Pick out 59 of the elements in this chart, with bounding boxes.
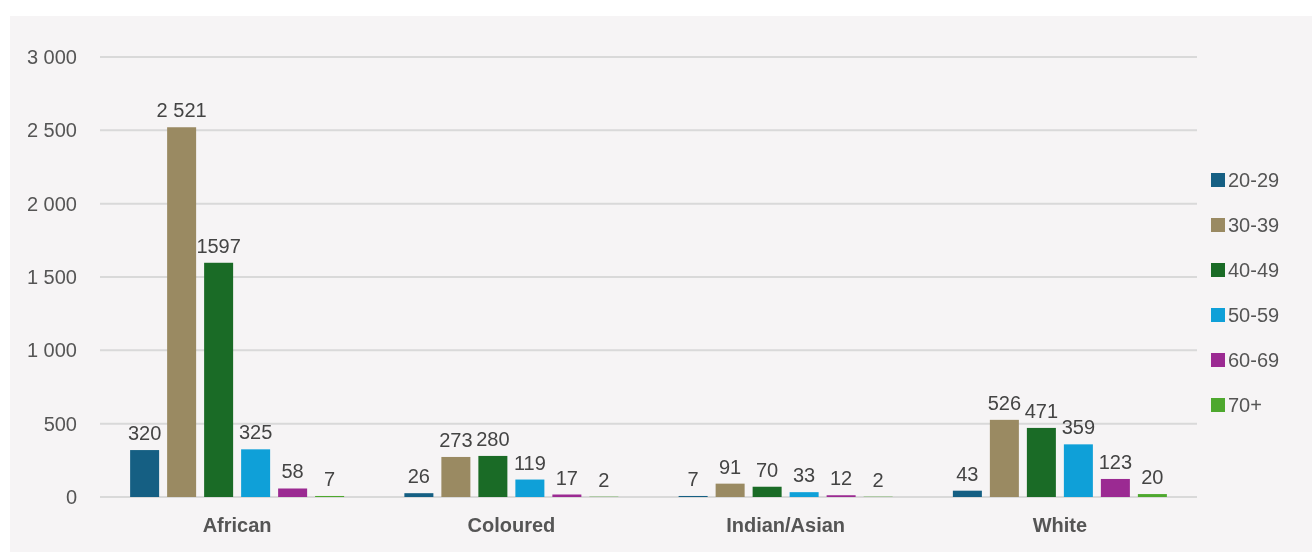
y-tick-label: 1 500 (26, 266, 77, 288)
y-tick-label: 0 (65, 486, 77, 508)
data-label: 70 (756, 458, 779, 481)
legend-label: 70+ (1228, 394, 1262, 416)
data-label: 471 (1024, 399, 1059, 422)
legend-label: 40-49 (1228, 259, 1280, 281)
legend-label: 20-29 (1228, 169, 1280, 191)
legend-label: 30-39 (1228, 214, 1280, 236)
data-label: 2 (598, 468, 610, 491)
bar (1063, 444, 1093, 497)
bar (404, 493, 434, 497)
x-tick-label: African (202, 514, 272, 536)
y-tick-label: 3 000 (26, 46, 77, 68)
data-label: 2 521 (156, 99, 207, 122)
data-label: 280 (476, 427, 510, 450)
bar (952, 490, 982, 497)
data-label: 1597 (196, 234, 241, 257)
x-tick-label: White (1032, 514, 1088, 536)
bar (1026, 427, 1056, 497)
bar (130, 450, 160, 497)
bar (204, 262, 234, 497)
y-tick-label: 2 500 (26, 119, 77, 142)
bar (441, 456, 471, 497)
data-label: 7 (687, 467, 699, 490)
y-tick-label: 1 000 (26, 339, 77, 362)
bar (715, 483, 745, 497)
bar (241, 449, 271, 497)
bar (278, 488, 308, 497)
data-label: 43 (956, 462, 979, 485)
bar (1100, 478, 1130, 497)
y-tick-label: 500 (43, 412, 77, 435)
data-label: 359 (1061, 416, 1096, 439)
bar (789, 492, 819, 497)
data-label: 20 (1141, 466, 1164, 489)
data-label: 26 (407, 465, 430, 488)
data-label: 526 (987, 391, 1022, 414)
bar (478, 455, 508, 497)
data-label: 12 (830, 467, 853, 490)
data-label: 320 (127, 422, 162, 445)
bar (752, 486, 782, 497)
data-label: 273 (439, 428, 473, 451)
data-label: 33 (793, 464, 816, 487)
y-tick-label: 2 000 (26, 192, 77, 215)
data-label: 17 (555, 466, 578, 489)
bar (989, 419, 1019, 497)
data-label: 119 (513, 451, 546, 474)
legend-label: 60-69 (1228, 349, 1280, 371)
data-label: 2 (872, 468, 884, 491)
legend-label: 50-59 (1228, 304, 1280, 326)
x-tick-label: Indian/Asian (726, 514, 846, 536)
data-label: 91 (719, 455, 742, 478)
bar (1137, 494, 1167, 497)
data-label: 123 (1098, 450, 1133, 473)
data-label: 7 (324, 467, 336, 490)
bar (167, 127, 197, 497)
bar (515, 479, 545, 497)
data-label: 325 (238, 421, 273, 444)
x-tick-label: Coloured (467, 514, 556, 536)
data-label: 58 (281, 460, 304, 483)
